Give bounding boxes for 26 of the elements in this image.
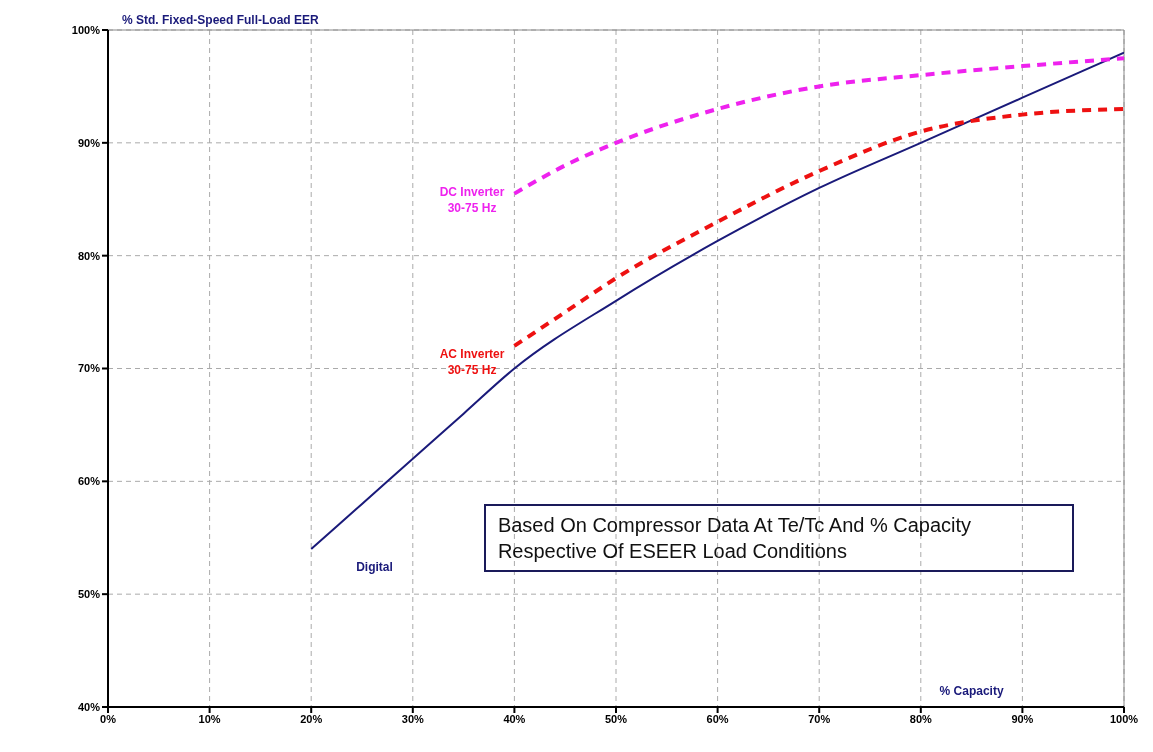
x-tick-label: 20%: [300, 712, 323, 725]
x-tick-label: 80%: [909, 712, 933, 725]
annotation: Based On Compressor Data At Te/Tc And % Capacity Respective Of ESEER Load Conditions: [483, 503, 1074, 572]
y-tick-label: 80%: [77, 249, 101, 262]
y-tick-label: 50%: [77, 588, 101, 601]
y-tick-label: 60%: [77, 475, 101, 488]
x-tick-label: 70%: [808, 712, 831, 725]
y-tick-label: 70%: [77, 362, 101, 375]
x-tick-label: 100%: [1109, 712, 1139, 725]
x-tick-label: 50%: [604, 712, 628, 725]
y-axis-title: % Std. Fixed-Speed Full-Load EER: [122, 13, 320, 27]
x-axis-title: % Capacity: [939, 684, 1004, 698]
x-tick-label: 90%: [1011, 712, 1034, 725]
y-tick-label: 90%: [77, 136, 101, 149]
x-tick-label: 40%: [503, 712, 526, 725]
x-tick-label: 60%: [706, 712, 729, 725]
y-tick-label: 100%: [71, 23, 101, 36]
line-series: [512, 56, 1124, 196]
x-tick-label: 0%: [100, 712, 117, 725]
x-tick-label: 30%: [401, 712, 425, 725]
series-label: AC Inverter 30-75 Hz: [439, 346, 505, 377]
x-tick-label: 10%: [198, 712, 221, 725]
line-series: [512, 106, 1124, 348]
series-label: DC Inverter 30-75 Hz: [439, 184, 505, 215]
text: Digital: [356, 560, 393, 575]
y-tick-label: 40%: [77, 700, 101, 713]
